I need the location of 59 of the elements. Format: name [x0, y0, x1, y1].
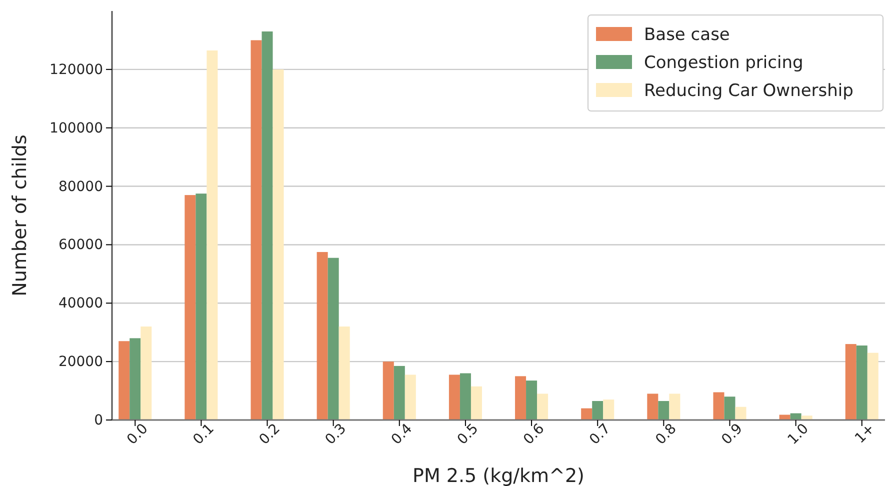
- bar: [460, 373, 471, 420]
- bar: [603, 400, 614, 420]
- bar: [647, 394, 658, 420]
- bar: [537, 394, 548, 420]
- bar: [658, 401, 670, 420]
- x-tick-label: 0.7: [586, 420, 614, 448]
- bar: [779, 414, 790, 420]
- bar: [669, 394, 680, 420]
- bar: [328, 258, 339, 420]
- bar: [118, 341, 130, 420]
- x-tick-label: 0.6: [520, 420, 548, 448]
- bar: [867, 352, 878, 420]
- y-tick-label: 120000: [50, 62, 103, 78]
- bar: [130, 338, 141, 420]
- bar: [724, 396, 736, 420]
- x-tick-label: 0.4: [388, 420, 416, 448]
- x-tick-label: 0.2: [256, 420, 284, 448]
- bar: [470, 386, 482, 420]
- bar: [448, 374, 460, 420]
- x-tick-label: 0.1: [190, 420, 218, 448]
- y-tick-label: 60000: [58, 237, 103, 254]
- bar: [382, 362, 394, 420]
- bar: [184, 195, 196, 420]
- x-tick-label: 0.9: [718, 420, 746, 448]
- bar: [250, 40, 262, 420]
- bar: [735, 406, 746, 420]
- bar: [394, 366, 405, 420]
- bar: [316, 252, 328, 420]
- legend-label: Base case: [644, 25, 730, 45]
- bar: [206, 50, 218, 420]
- bar: [801, 416, 812, 420]
- bar: [338, 326, 350, 420]
- legend-label: Congestion pricing: [644, 53, 804, 73]
- x-tick-label: 1.0: [784, 420, 812, 448]
- bar: [856, 346, 868, 420]
- bar: [592, 401, 604, 420]
- bar: [196, 194, 207, 420]
- x-tick-label: 1+: [852, 420, 878, 447]
- y-tick-label: 40000: [58, 296, 103, 312]
- x-tick-label: 0.8: [652, 420, 680, 448]
- y-tick-label: 80000: [58, 178, 103, 195]
- bar: [262, 31, 273, 420]
- legend-label: Reducing Car Ownership: [644, 81, 854, 101]
- bar: [515, 376, 526, 420]
- bar: [272, 69, 284, 420]
- bar: [845, 344, 856, 420]
- bar: [713, 392, 724, 420]
- y-tick-label: 0: [94, 412, 103, 428]
- x-axis-title: PM 2.5 (kg/km^2): [412, 465, 584, 486]
- bar: [526, 380, 538, 420]
- y-tick-label: 20000: [58, 354, 103, 370]
- bar: [140, 326, 152, 420]
- x-tick-label: 0.0: [124, 420, 152, 448]
- y-tick-label: 100000: [50, 120, 103, 136]
- x-tick-label: 0.3: [322, 420, 350, 448]
- x-tick-label: 0.5: [454, 420, 482, 448]
- bar: [404, 374, 416, 420]
- y-axis-title: Number of childs: [9, 134, 31, 296]
- bar: [581, 408, 592, 420]
